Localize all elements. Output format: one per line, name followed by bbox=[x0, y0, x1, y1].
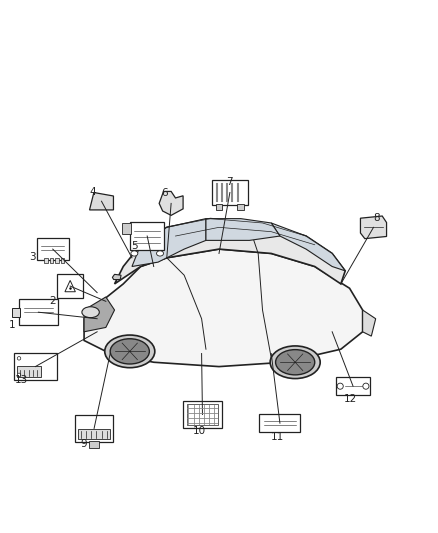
Ellipse shape bbox=[17, 373, 21, 377]
Bar bbox=[89, 441, 99, 448]
Ellipse shape bbox=[270, 346, 320, 378]
Text: 1: 1 bbox=[9, 320, 16, 330]
Ellipse shape bbox=[110, 339, 149, 364]
Polygon shape bbox=[84, 249, 363, 367]
Polygon shape bbox=[84, 297, 115, 332]
Ellipse shape bbox=[105, 335, 155, 368]
Text: 2: 2 bbox=[49, 296, 56, 306]
Polygon shape bbox=[360, 216, 387, 239]
Polygon shape bbox=[132, 219, 206, 266]
FancyBboxPatch shape bbox=[259, 414, 300, 432]
FancyBboxPatch shape bbox=[75, 415, 113, 442]
Ellipse shape bbox=[17, 357, 21, 360]
Bar bbox=[17, 366, 41, 377]
Polygon shape bbox=[65, 280, 75, 292]
Polygon shape bbox=[363, 310, 376, 336]
Text: 11: 11 bbox=[271, 432, 284, 442]
Text: 13: 13 bbox=[14, 375, 28, 385]
Ellipse shape bbox=[156, 251, 163, 256]
Bar bbox=[187, 404, 219, 425]
Ellipse shape bbox=[276, 350, 315, 375]
Text: 4: 4 bbox=[89, 187, 96, 197]
Ellipse shape bbox=[363, 383, 369, 389]
Text: 5: 5 bbox=[131, 240, 138, 251]
Polygon shape bbox=[89, 192, 113, 210]
Text: 7: 7 bbox=[226, 176, 233, 187]
Text: 3: 3 bbox=[29, 252, 36, 262]
Bar bbox=[55, 258, 59, 263]
FancyBboxPatch shape bbox=[19, 300, 58, 325]
Text: 6: 6 bbox=[161, 188, 168, 198]
Bar bbox=[12, 308, 20, 317]
FancyBboxPatch shape bbox=[57, 274, 83, 298]
Bar bbox=[49, 258, 53, 263]
Text: 10: 10 bbox=[193, 426, 206, 436]
Bar bbox=[122, 223, 131, 234]
Polygon shape bbox=[113, 274, 121, 279]
FancyBboxPatch shape bbox=[336, 377, 370, 395]
FancyBboxPatch shape bbox=[130, 222, 164, 250]
Bar bbox=[215, 204, 223, 209]
FancyBboxPatch shape bbox=[183, 400, 222, 429]
Ellipse shape bbox=[337, 383, 343, 389]
FancyBboxPatch shape bbox=[212, 180, 248, 205]
Ellipse shape bbox=[131, 251, 138, 256]
Text: 8: 8 bbox=[373, 213, 380, 223]
Polygon shape bbox=[271, 223, 345, 271]
Polygon shape bbox=[206, 219, 280, 240]
Bar bbox=[61, 258, 64, 263]
Polygon shape bbox=[115, 219, 345, 284]
Bar bbox=[44, 258, 47, 263]
Bar bbox=[78, 429, 110, 439]
FancyBboxPatch shape bbox=[37, 238, 69, 260]
Ellipse shape bbox=[82, 307, 99, 318]
Text: 12: 12 bbox=[344, 394, 357, 404]
Bar bbox=[237, 204, 244, 209]
Text: 9: 9 bbox=[81, 439, 88, 449]
Polygon shape bbox=[159, 191, 183, 215]
FancyBboxPatch shape bbox=[14, 353, 57, 380]
